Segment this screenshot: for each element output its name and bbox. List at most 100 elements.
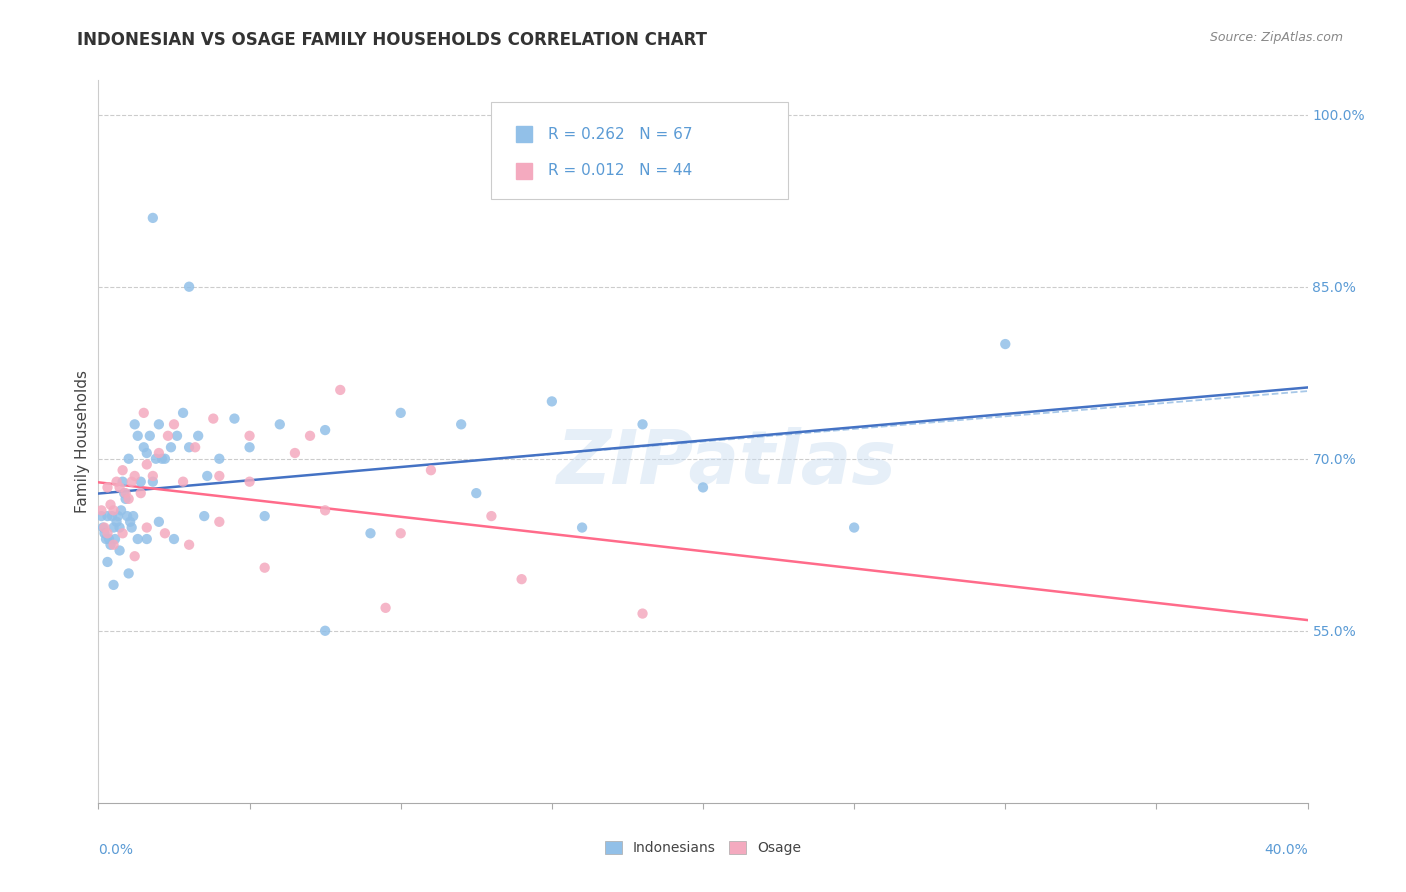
Point — [239, 475, 262, 489]
Point — [135, 520, 157, 534]
Point — [239, 429, 262, 443]
Point — [103, 503, 125, 517]
Text: INDONESIAN VS OSAGE FAMILY HOUSEHOLDS CORRELATION CHART: INDONESIAN VS OSAGE FAMILY HOUSEHOLDS CO… — [77, 31, 707, 49]
Point — [179, 440, 201, 454]
Point — [139, 429, 162, 443]
Point — [100, 538, 122, 552]
Point — [156, 429, 179, 443]
Point — [118, 491, 141, 506]
Point — [103, 520, 125, 534]
Point — [253, 560, 276, 574]
Point — [122, 509, 145, 524]
Point — [481, 509, 503, 524]
Legend: Indonesians, Osage: Indonesians, Osage — [599, 836, 807, 861]
Point — [208, 451, 231, 466]
Point — [103, 578, 125, 592]
Point — [93, 520, 115, 534]
Point — [299, 429, 322, 443]
Point — [132, 406, 155, 420]
Point — [172, 475, 194, 489]
Point — [96, 526, 118, 541]
Point — [389, 406, 412, 420]
Point — [465, 486, 488, 500]
Point — [360, 526, 382, 541]
Point — [314, 503, 336, 517]
Point — [148, 515, 170, 529]
Point — [163, 532, 186, 546]
Point — [253, 509, 276, 524]
Point — [121, 520, 143, 534]
Point — [314, 624, 336, 638]
Point — [129, 475, 152, 489]
Point — [160, 440, 183, 454]
Point — [101, 509, 124, 524]
Point — [184, 440, 207, 454]
Point — [148, 446, 170, 460]
Point — [193, 509, 215, 524]
Point — [135, 532, 157, 546]
Point — [110, 503, 132, 517]
Point — [571, 520, 593, 534]
Point — [100, 498, 122, 512]
Point — [166, 429, 188, 443]
Point — [540, 394, 562, 409]
Point — [389, 526, 412, 541]
Point — [108, 520, 131, 534]
Point — [202, 411, 225, 425]
Point — [118, 451, 141, 466]
Point — [111, 463, 134, 477]
Point — [153, 451, 176, 466]
Point — [142, 469, 165, 483]
Point — [179, 538, 201, 552]
Point — [108, 543, 131, 558]
Point — [90, 509, 112, 524]
Text: R = 0.012   N = 44: R = 0.012 N = 44 — [548, 163, 693, 178]
Point — [374, 600, 396, 615]
Text: Source: ZipAtlas.com: Source: ZipAtlas.com — [1209, 31, 1343, 45]
Point — [179, 279, 201, 293]
Point — [208, 469, 231, 483]
Point — [450, 417, 472, 432]
Point — [127, 532, 149, 546]
Point — [96, 480, 118, 494]
Point — [631, 607, 654, 621]
Point — [127, 429, 149, 443]
Point — [132, 440, 155, 454]
Point — [135, 458, 157, 472]
Point — [112, 486, 135, 500]
Point — [98, 532, 121, 546]
Point — [150, 451, 173, 466]
Point — [96, 509, 118, 524]
Point — [420, 463, 443, 477]
Point — [120, 515, 142, 529]
Point — [224, 411, 246, 425]
Point — [124, 549, 146, 564]
Point — [108, 480, 131, 494]
Point — [104, 532, 127, 546]
Text: 0.0%: 0.0% — [98, 843, 134, 857]
FancyBboxPatch shape — [492, 102, 787, 200]
Point — [269, 417, 291, 432]
Point — [208, 515, 231, 529]
Point — [118, 566, 141, 581]
Point — [91, 520, 114, 534]
Y-axis label: Family Households: Family Households — [75, 370, 90, 513]
Point — [239, 440, 262, 454]
Point — [153, 526, 176, 541]
Point — [692, 480, 714, 494]
Point — [187, 429, 209, 443]
Point — [90, 503, 112, 517]
Point — [195, 469, 218, 483]
Point — [94, 532, 117, 546]
Point — [111, 475, 134, 489]
Point — [163, 417, 186, 432]
Point — [145, 451, 167, 466]
Point — [105, 475, 128, 489]
Point — [103, 538, 125, 552]
Point — [115, 509, 138, 524]
Point — [105, 515, 128, 529]
Point — [107, 509, 129, 524]
Point — [329, 383, 352, 397]
Point — [844, 520, 866, 534]
Point — [135, 446, 157, 460]
